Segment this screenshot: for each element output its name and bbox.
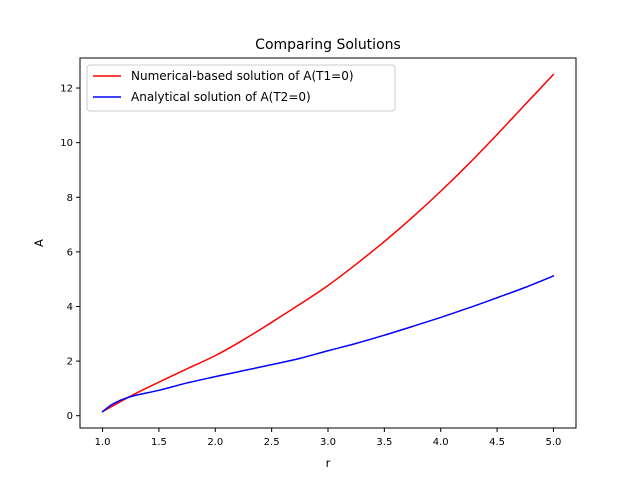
y-tick-label: 8 <box>67 193 73 204</box>
legend-label-analytical: Analytical solution of A(T2=0) <box>131 90 311 104</box>
x-tick-label: 1.5 <box>151 437 167 448</box>
x-tick-label: 4.0 <box>433 437 449 448</box>
y-tick-label: 12 <box>60 84 73 95</box>
x-axis-label: r <box>326 456 331 470</box>
y-tick-label: 0 <box>67 411 73 422</box>
y-tick-label: 6 <box>67 247 73 258</box>
x-tick-label: 1.0 <box>95 437 111 448</box>
x-tick-label: 3.5 <box>376 437 392 448</box>
x-tick-label: 3.0 <box>320 437 336 448</box>
legend-label-numerical: Numerical-based solution of A(T1=0) <box>131 69 354 83</box>
x-axis-ticks: 1.0 1.5 2.0 2.5 3.0 3.5 4.0 4.5 5.0 <box>95 428 562 448</box>
x-tick-label: 2.5 <box>264 437 280 448</box>
x-tick-label: 5.0 <box>546 437 562 448</box>
chart-title: Comparing Solutions <box>255 37 401 53</box>
series-line-analytical <box>101 275 555 413</box>
y-tick-label: 10 <box>60 138 73 149</box>
series-line-numerical <box>101 73 555 413</box>
y-axis-label: A <box>32 239 46 247</box>
legend: Numerical-based solution of A(T1=0) Anal… <box>86 64 396 112</box>
legend-box <box>86 64 396 112</box>
x-tick-label: 2.0 <box>207 437 223 448</box>
y-axis-ticks: 0 2 4 6 8 10 12 <box>60 84 80 422</box>
series-layer <box>101 73 555 413</box>
y-tick-label: 4 <box>67 302 73 313</box>
x-tick-label: 4.5 <box>489 437 505 448</box>
y-tick-label: 2 <box>67 357 73 368</box>
